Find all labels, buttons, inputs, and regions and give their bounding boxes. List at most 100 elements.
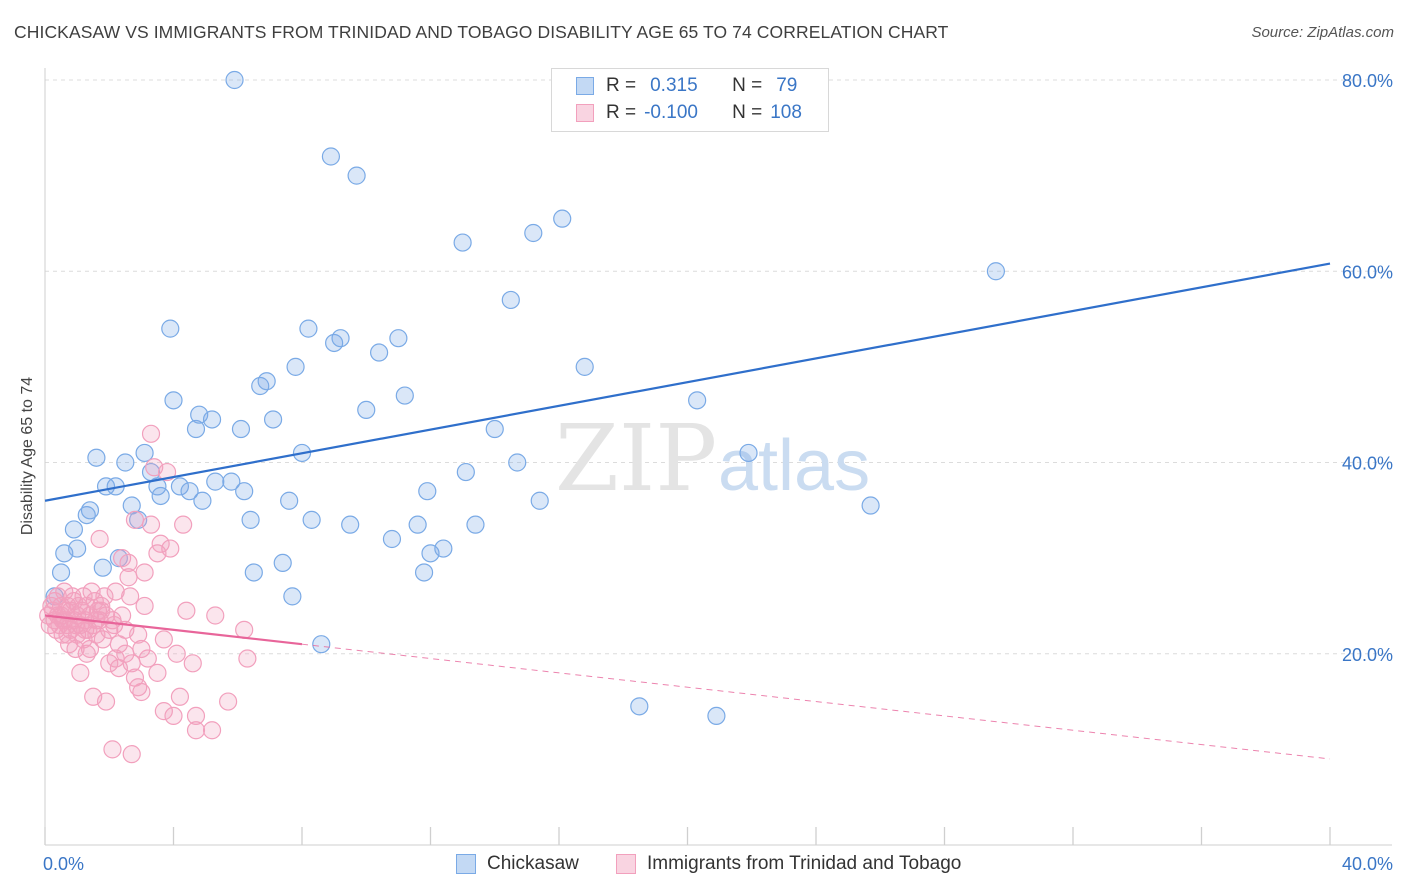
data-point-trinidad xyxy=(125,510,145,529)
data-point-chickasaw xyxy=(501,290,520,310)
data-point-trinidad xyxy=(90,529,109,549)
chart-title: CHICKASAW VS IMMIGRANTS FROM TRINIDAD AN… xyxy=(14,22,949,42)
watermark: ZIP atlas xyxy=(555,405,870,512)
n-label: N = xyxy=(732,75,763,96)
data-point-chickasaw xyxy=(231,419,251,439)
data-point-chickasaw xyxy=(87,448,106,467)
data-point-chickasaw xyxy=(986,262,1006,281)
data-point-trinidad xyxy=(235,620,254,639)
data-point-trinidad xyxy=(121,587,140,606)
data-point-trinidad xyxy=(148,663,167,682)
legend-label: Immigrants from Trinidad and Tobago xyxy=(647,853,962,874)
data-point-chickasaw xyxy=(93,558,112,577)
watermark-atlas: atlas xyxy=(718,426,870,506)
data-point-chickasaw xyxy=(286,357,305,376)
trend-line-trinidad-extension xyxy=(301,643,1331,760)
r-label: R = xyxy=(606,102,637,123)
data-point-chickasaw xyxy=(180,482,199,501)
x-tick-label: 0.0% xyxy=(43,854,84,874)
trend-line-trinidad xyxy=(44,614,303,646)
data-point-chickasaw xyxy=(225,70,244,90)
data-point-chickasaw xyxy=(630,697,649,716)
tick-labels: 20.0% 40.0% 60.0% 80.0% 0.0% 40.0% xyxy=(43,71,1393,874)
data-point-chickasaw xyxy=(524,223,543,243)
data-point-trinidad xyxy=(151,534,170,553)
data-point-trinidad xyxy=(174,515,193,534)
stats-row-trinidad: R = -0.100 N = 108 xyxy=(576,100,802,126)
data-point-chickasaw xyxy=(273,553,292,573)
legend-swatch-chickasaw xyxy=(456,854,476,874)
data-point-trinidad xyxy=(106,582,125,601)
data-point-chickasaw xyxy=(530,491,549,510)
y-tick-label: 80.0% xyxy=(1342,71,1393,91)
data-point-chickasaw xyxy=(575,357,594,376)
data-point-trinidad xyxy=(141,515,161,534)
data-point-chickasaw xyxy=(186,419,206,439)
x-tick-label: 40.0% xyxy=(1342,854,1393,874)
data-point-chickasaw xyxy=(508,453,527,472)
data-point-trinidad xyxy=(71,663,90,682)
data-point-trinidad xyxy=(76,620,95,639)
legend-item-trinidad: Immigrants from Trinidad and Tobago xyxy=(616,851,961,877)
data-point-chickasaw xyxy=(688,391,707,410)
data-point-trinidad xyxy=(92,601,111,620)
data-point-trinidad xyxy=(177,601,196,620)
data-point-trinidad xyxy=(164,706,183,726)
data-point-chickasaw xyxy=(466,515,485,534)
legend-item-chickasaw: Chickasaw xyxy=(456,851,579,877)
data-point-chickasaw xyxy=(193,491,212,510)
data-point-trinidad xyxy=(161,539,180,558)
trend-line-chickasaw xyxy=(44,262,1331,502)
data-point-trinidad xyxy=(103,740,122,759)
data-point-chickasaw xyxy=(280,491,299,510)
data-point-trinidad xyxy=(157,462,177,482)
data-point-trinidad xyxy=(122,745,141,764)
data-points xyxy=(39,70,1006,764)
n-label: N = xyxy=(732,102,763,123)
data-point-chickasaw xyxy=(861,496,880,515)
data-point-chickasaw xyxy=(434,539,453,558)
data-point-trinidad xyxy=(154,630,173,649)
data-point-trinidad xyxy=(135,596,154,616)
legend-swatch-trinidad xyxy=(576,104,594,122)
data-point-chickasaw xyxy=(222,472,241,491)
data-point-chickasaw xyxy=(80,501,100,520)
r-value: 0.315 xyxy=(650,75,698,96)
trend-lines xyxy=(44,262,1331,760)
data-point-trinidad xyxy=(186,721,206,740)
data-point-trinidad xyxy=(132,639,151,659)
data-point-trinidad xyxy=(202,721,222,740)
axes xyxy=(44,68,1392,846)
n-value: 108 xyxy=(770,102,802,123)
data-point-chickasaw xyxy=(312,635,331,654)
data-point-chickasaw xyxy=(202,410,222,429)
data-point-chickasaw xyxy=(206,472,225,491)
stats-row-chickasaw: R = 0.315 N = 79 xyxy=(576,73,797,99)
r-label: R = xyxy=(606,75,637,96)
data-point-chickasaw xyxy=(283,587,302,606)
data-point-chickasaw xyxy=(244,563,263,582)
data-point-trinidad xyxy=(167,644,186,663)
data-point-chickasaw xyxy=(331,329,350,348)
data-point-chickasaw xyxy=(357,400,376,420)
data-point-trinidad xyxy=(80,639,100,659)
data-point-trinidad xyxy=(119,553,138,573)
data-point-chickasaw xyxy=(241,510,260,529)
legend-swatch-chickasaw xyxy=(576,77,594,95)
data-point-chickasaw xyxy=(395,386,414,405)
data-point-trinidad xyxy=(219,692,238,711)
data-point-chickasaw xyxy=(302,510,321,529)
y-tick-label: 60.0% xyxy=(1342,262,1393,282)
data-point-chickasaw xyxy=(263,410,283,429)
data-point-chickasaw xyxy=(347,166,366,185)
data-point-chickasaw xyxy=(151,486,170,506)
data-point-chickasaw xyxy=(707,706,726,726)
data-point-chickasaw xyxy=(408,515,427,534)
data-point-trinidad xyxy=(183,654,202,673)
data-point-chickasaw xyxy=(257,372,276,391)
y-tick-label: 20.0% xyxy=(1342,645,1393,665)
data-point-chickasaw xyxy=(148,477,167,496)
chart-source: Source: ZipAtlas.com xyxy=(1251,24,1394,41)
gridlines xyxy=(45,79,1392,655)
data-point-chickasaw xyxy=(51,563,71,582)
